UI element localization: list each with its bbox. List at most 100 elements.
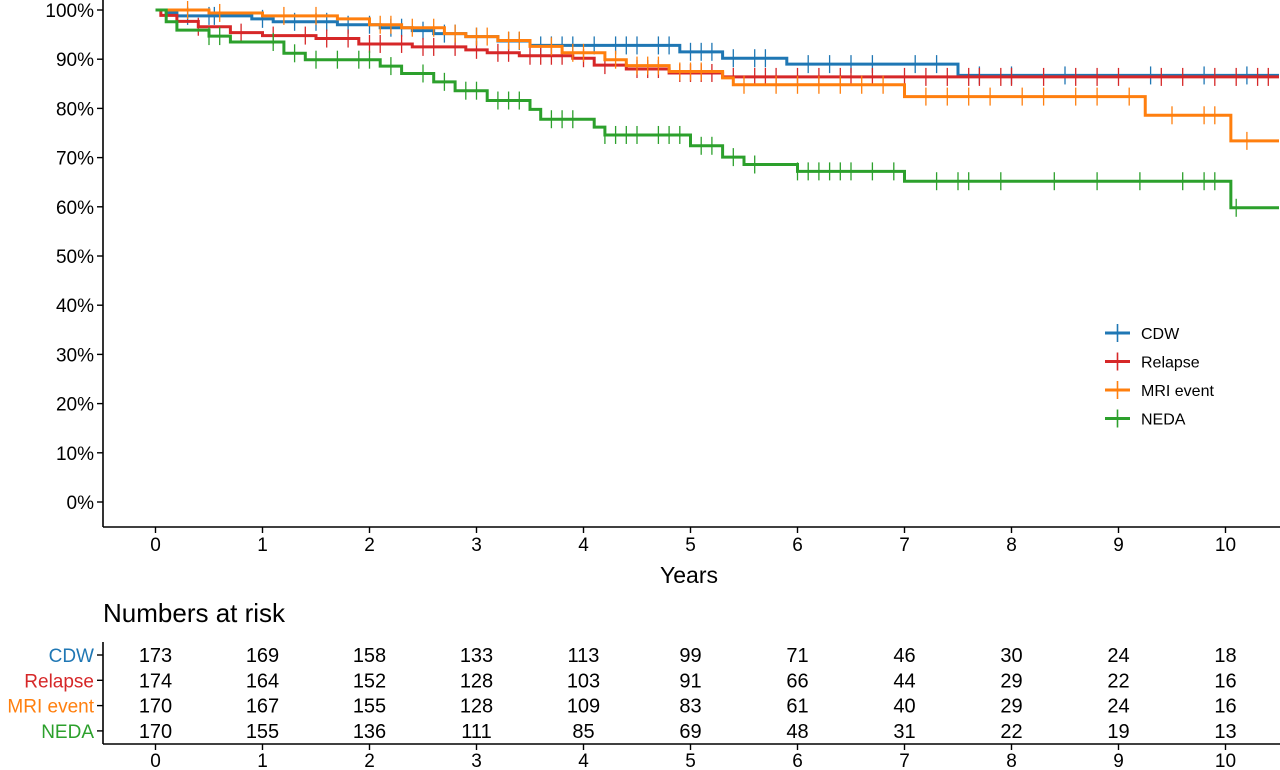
risk-cell: 29 xyxy=(1000,670,1022,692)
risk-cell: 40 xyxy=(893,696,915,718)
y-tick-label: 70% xyxy=(56,149,94,170)
y-tick-label: 90% xyxy=(56,50,94,71)
risk-cell: 164 xyxy=(246,670,279,692)
x-tick-label: 0 xyxy=(150,535,161,556)
risk-row-label: Relapse xyxy=(24,671,94,692)
risk-x-tick-label: 8 xyxy=(1006,751,1017,770)
risk-cell: 111 xyxy=(461,721,491,743)
risk-cell: 13 xyxy=(1214,721,1236,743)
risk-x-tick-label: 1 xyxy=(257,751,268,770)
risk-x-tick-label: 6 xyxy=(792,751,803,770)
risk-cell: 128 xyxy=(460,696,493,718)
risk-x-tick-label: 10 xyxy=(1215,751,1236,770)
risk-cell: 113 xyxy=(568,645,600,667)
legend-label: NEDA xyxy=(1141,412,1186,429)
y-tick-label: 20% xyxy=(56,395,94,416)
x-tick-label: 10 xyxy=(1215,535,1236,556)
risk-cell: 16 xyxy=(1214,696,1236,718)
legend-entry: Relapse xyxy=(1105,352,1200,372)
y-tick-label: 100% xyxy=(45,1,94,22)
y-tick-label: 50% xyxy=(56,247,94,268)
legend: CDW Relapse MRI event NEDA xyxy=(1105,324,1214,429)
survival-curve xyxy=(155,8,1279,77)
legend-label: MRI event xyxy=(1141,383,1214,400)
risk-cell: 44 xyxy=(893,670,915,692)
risk-cell: 173 xyxy=(139,645,172,667)
legend-entry: NEDA xyxy=(1105,409,1186,429)
risk-table-title: Numbers at risk xyxy=(103,598,286,628)
risk-cell: 155 xyxy=(353,696,386,718)
risk-row-label: NEDA xyxy=(41,722,94,743)
legend-label: CDW xyxy=(1141,326,1180,343)
legend-entry: MRI event xyxy=(1105,381,1214,400)
x-tick-label: 4 xyxy=(578,535,589,556)
risk-cell: 174 xyxy=(139,670,172,692)
risk-cell: 170 xyxy=(139,696,172,718)
survival-plot: 0% 10% 20% 30% 40% 50% 60% 70% 80% 90% 100% 0 1 2 3 4 5 6… xyxy=(45,0,1280,588)
risk-cell: 99 xyxy=(679,645,701,667)
y-tick-label: 30% xyxy=(56,345,94,366)
risk-cell: 48 xyxy=(786,721,808,743)
survival-curve xyxy=(155,8,1279,143)
risk-cell: 109 xyxy=(567,696,600,718)
risk-cell: 169 xyxy=(246,645,279,667)
risk-cell: 91 xyxy=(679,670,701,692)
risk-cell: 170 xyxy=(139,721,172,743)
risk-cell: 66 xyxy=(786,670,808,692)
risk-cell: 69 xyxy=(679,721,701,743)
x-tick-label: 1 xyxy=(257,535,268,556)
legend-label: Relapse xyxy=(1141,355,1200,372)
risk-cell: 133 xyxy=(460,645,493,667)
risk-x-tick-label: 7 xyxy=(899,751,910,770)
risk-cell: 167 xyxy=(246,696,279,718)
risk-cell: 29 xyxy=(1000,696,1022,718)
risk-cell: 71 xyxy=(786,645,808,667)
risk-cell: 136 xyxy=(353,721,386,743)
risk-cell: 24 xyxy=(1107,696,1129,718)
risk-cell: 128 xyxy=(460,670,493,692)
risk-x-tick-label: 3 xyxy=(471,751,482,770)
risk-cell: 85 xyxy=(572,721,594,743)
y-tick-label: 10% xyxy=(56,444,94,465)
risk-x-tick-label: 2 xyxy=(364,751,375,770)
x-tick-label: 6 xyxy=(792,535,803,556)
risk-cell: 61 xyxy=(786,696,808,718)
risk-cell: 46 xyxy=(893,645,915,667)
risk-cell: 18 xyxy=(1214,645,1236,667)
y-tick-label: 40% xyxy=(56,296,94,317)
x-tick-label: 2 xyxy=(364,535,375,556)
risk-cell: 30 xyxy=(1000,645,1022,667)
risk-cell: 103 xyxy=(567,670,600,692)
x-tick-label: 7 xyxy=(899,535,910,556)
x-axis-title: Years xyxy=(660,562,718,588)
x-tick-label: 8 xyxy=(1006,535,1017,556)
x-tick-label: 5 xyxy=(685,535,696,556)
risk-row-label: CDW xyxy=(49,646,94,667)
y-tick-label: 60% xyxy=(56,198,94,219)
risk-row-label: MRI event xyxy=(7,697,94,718)
legend-entry: CDW xyxy=(1105,324,1180,343)
risk-cell: 31 xyxy=(893,721,915,743)
risk-cell: 22 xyxy=(1000,721,1022,743)
risk-cell: 155 xyxy=(246,721,279,743)
x-tick-label: 9 xyxy=(1113,535,1124,556)
y-tick-label: 0% xyxy=(67,493,95,514)
risk-x-tick-label: 4 xyxy=(578,751,589,770)
risk-cell: 24 xyxy=(1107,645,1129,667)
risk-x-tick-label: 5 xyxy=(685,751,696,770)
y-tick-label: 80% xyxy=(56,99,94,120)
risk-cell: 22 xyxy=(1107,670,1129,692)
risk-cell: 16 xyxy=(1214,670,1236,692)
x-tick-label: 3 xyxy=(471,535,482,556)
survival-curve xyxy=(155,8,1279,79)
risk-cell: 83 xyxy=(679,696,701,718)
risk-cell: 19 xyxy=(1107,721,1129,743)
risk-x-tick-label: 9 xyxy=(1113,751,1124,770)
series-relapse xyxy=(155,8,1279,86)
series-mri-event xyxy=(155,1,1279,150)
risk-cell: 158 xyxy=(353,645,386,667)
series-neda xyxy=(155,8,1279,217)
risk-cell: 152 xyxy=(353,670,386,692)
